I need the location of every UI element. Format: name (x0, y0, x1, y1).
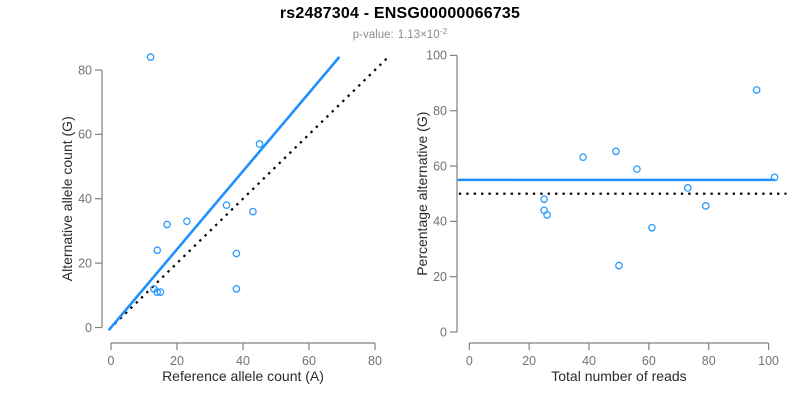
x-axis-title: Reference allele count (A) (162, 368, 324, 384)
data-point (540, 195, 548, 204)
figure-subtitle: p-value: 1.13×10-2 (0, 26, 800, 41)
data-point (146, 53, 155, 61)
y-tick-label: 0 (440, 325, 447, 339)
data-point (615, 261, 623, 270)
p-value-mantissa: 1.13 (397, 29, 421, 41)
panel-left: 0 20 40 60 80 0 20 40 60 80 Reference allele count… (59, 53, 388, 384)
data-point (752, 86, 761, 94)
x-tick-label: 60 (642, 354, 656, 368)
data-point (770, 173, 779, 182)
x-tick-label: 100 (758, 354, 779, 368)
data-point (222, 201, 231, 210)
figure-title: rs2487304 - ENSG00000066735 (279, 5, 521, 22)
data-point (153, 288, 162, 296)
x-tick-label: 80 (702, 354, 716, 368)
data-point (156, 288, 165, 296)
data-point (612, 147, 620, 156)
data-point (579, 153, 587, 162)
x-tick-label: 20 (522, 354, 536, 368)
x-tick-label: 0 (466, 354, 473, 368)
data-point (249, 207, 257, 216)
data-point (648, 223, 656, 232)
x-tick-label: 80 (368, 354, 382, 368)
data-point (701, 202, 710, 210)
data-point (255, 140, 264, 148)
y-tick-label: 40 (433, 215, 447, 229)
x-tick-label: 40 (236, 354, 250, 368)
x-tick-label: 60 (302, 354, 316, 368)
y-tick-label: 100 (426, 49, 447, 63)
data-point (183, 217, 191, 226)
y-tick-label: 40 (78, 192, 92, 206)
x-axis-title: Total number of reads (551, 368, 686, 384)
y-tick-label: 60 (78, 128, 92, 142)
p-value-label: p-value: (352, 29, 394, 41)
fit-line (108, 56, 341, 331)
y-tick-label: 0 (85, 321, 92, 335)
data-point (153, 246, 162, 255)
panel-right: 0 20 40 60 80 100 0 20 40 60 80 100 Total number of … (414, 49, 787, 384)
y-tick-label: 80 (78, 63, 92, 77)
y-tick-label: 60 (433, 159, 447, 173)
y-tick-label: 20 (78, 256, 92, 270)
times-symbol: × (420, 29, 427, 41)
x-tick-label: 20 (170, 354, 184, 368)
y-axis-title: Alternative allele count (G) (59, 116, 75, 281)
y-axis-title: Percentage alternative (G) (414, 112, 430, 276)
x-tick-label: 0 (108, 354, 115, 368)
data-point (163, 220, 171, 229)
data-point (543, 211, 551, 219)
x-tick-label: 40 (582, 354, 596, 368)
p-value-exponent: -2 (439, 26, 448, 36)
reference-dotted-line (108, 57, 388, 330)
data-point (232, 285, 241, 293)
data-point (683, 184, 692, 192)
y-tick-label: 20 (433, 270, 447, 284)
data-point (633, 165, 641, 173)
data-point (232, 249, 241, 258)
p-value-base: 10 (426, 29, 440, 41)
y-tick-label: 80 (433, 104, 447, 118)
